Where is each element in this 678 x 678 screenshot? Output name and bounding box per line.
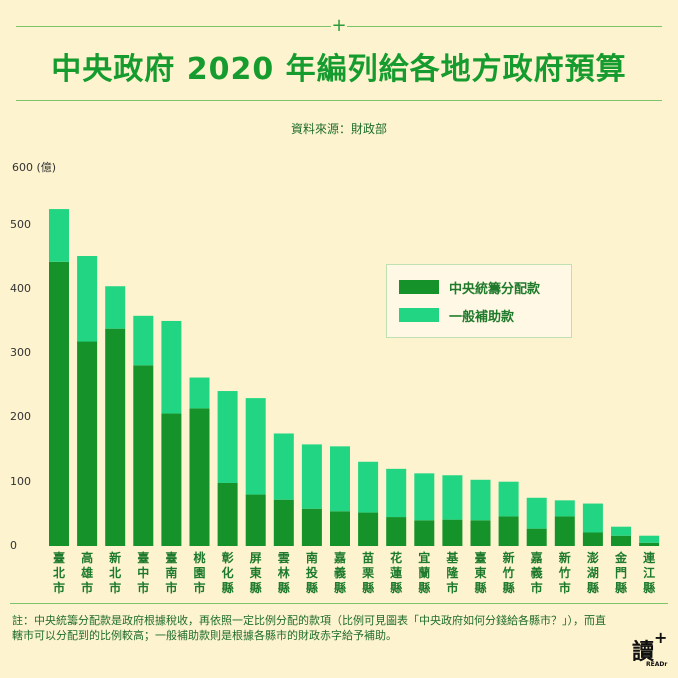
bar-subsidy-segment xyxy=(639,535,660,543)
bar-subsidy-segment xyxy=(330,446,350,512)
x-tick-label: 新竹市 xyxy=(558,551,571,595)
bar-subsidy-segment xyxy=(498,481,519,517)
y-tick-label: 500 xyxy=(10,217,31,231)
x-tick-label: 臺東縣 xyxy=(474,551,487,595)
bar-tax-segment xyxy=(611,535,631,546)
x-tick-label: 彰化縣 xyxy=(221,551,234,595)
y-tick-label: 100 xyxy=(10,474,31,488)
bar-tax-segment xyxy=(133,365,154,546)
bar-subsidy-segment xyxy=(526,497,547,529)
bar-subsidy-segment xyxy=(470,479,491,521)
bar-subsidy-segment xyxy=(611,526,631,536)
bar-tax-segment xyxy=(526,528,547,546)
bar-tax-segment xyxy=(49,261,69,546)
bar-tax-segment xyxy=(330,511,350,546)
page-title: 中央政府 2020 年編列給各地方政府預算 xyxy=(51,52,627,87)
bar-tax-segment xyxy=(245,494,266,546)
legend: 中央統籌分配款 一般補助款 xyxy=(386,264,572,338)
x-tick-label: 臺北市 xyxy=(52,551,65,595)
bar-subsidy-segment xyxy=(77,256,98,342)
x-tick-label: 金門縣 xyxy=(614,551,627,595)
bar-tax-segment xyxy=(273,499,294,546)
x-tick-label: 南投縣 xyxy=(305,551,318,595)
logo-subtext: READr xyxy=(646,661,668,668)
bar-subsidy-segment xyxy=(161,320,182,414)
bar-tax-segment xyxy=(358,512,379,546)
x-tick-label: 花蓮縣 xyxy=(390,551,403,595)
x-tick-label: 澎湖縣 xyxy=(586,551,599,595)
bar-subsidy-segment xyxy=(49,209,69,262)
legend-item-subsidy: 一般補助款 xyxy=(399,305,514,325)
bottom-divider xyxy=(10,603,668,604)
x-tick-label: 新北市 xyxy=(109,551,122,595)
y-axis-label: 600 (億) xyxy=(12,161,57,174)
source-text: 資料來源：財政部 xyxy=(290,122,387,136)
legend-label-subsidy: 一般補助款 xyxy=(449,309,515,325)
y-tick-label: 200 xyxy=(10,410,31,424)
bar-subsidy-segment xyxy=(301,444,322,509)
bar-tax-segment xyxy=(386,517,407,546)
bar-subsidy-segment xyxy=(217,391,238,483)
bar-tax-segment xyxy=(189,408,210,546)
bar-subsidy-segment xyxy=(273,433,294,500)
bar-tax-segment xyxy=(442,519,463,546)
readr-logo: 讀 + READr xyxy=(632,628,668,670)
bar-subsidy-segment xyxy=(105,286,126,329)
bar-tax-segment xyxy=(639,542,660,546)
x-tick-label: 高雄市 xyxy=(81,551,94,595)
plus-icon: + xyxy=(331,15,347,36)
bar-tax-segment xyxy=(217,482,238,546)
bar-subsidy-segment xyxy=(189,377,210,409)
bar-subsidy-segment xyxy=(245,398,266,495)
x-tick-label: 連江縣 xyxy=(643,551,656,595)
x-tick-label: 嘉義縣 xyxy=(333,551,346,595)
x-tick-label: 新竹縣 xyxy=(502,551,515,595)
bar-tax-segment xyxy=(470,520,491,546)
bar-tax-segment xyxy=(414,520,435,546)
bar-subsidy-segment xyxy=(133,315,154,366)
legend-swatch-tax xyxy=(399,280,439,294)
bar-subsidy-segment xyxy=(414,473,435,521)
y-tick-label: 300 xyxy=(10,346,31,360)
y-tick-label: 0 xyxy=(10,539,17,552)
bar-tax-segment xyxy=(161,413,182,546)
legend-swatch-subsidy xyxy=(399,308,439,322)
bar-chart xyxy=(49,209,660,546)
logo-plus-icon: + xyxy=(654,628,668,647)
bar-tax-segment xyxy=(582,532,603,546)
x-tick-label: 屏東縣 xyxy=(249,551,262,595)
bar-tax-segment xyxy=(554,516,575,546)
bar-tax-segment xyxy=(498,516,519,546)
bar-tax-segment xyxy=(301,508,322,546)
logo-glyph: 讀 xyxy=(632,640,655,665)
legend-label-tax: 中央統籌分配款 xyxy=(449,281,541,297)
bar-subsidy-segment xyxy=(442,475,463,520)
bar-subsidy-segment xyxy=(582,503,603,533)
x-tick-label: 基隆市 xyxy=(446,551,459,595)
y-tick-label: 400 xyxy=(10,281,31,295)
x-tick-label: 雲林縣 xyxy=(277,551,290,595)
x-tick-label: 宜蘭縣 xyxy=(418,551,431,595)
bar-tax-segment xyxy=(77,341,98,546)
bar-subsidy-segment xyxy=(358,461,379,513)
title-divider xyxy=(16,100,662,101)
bar-subsidy-segment xyxy=(554,500,575,517)
footnote: 註：中央統籌分配款是政府根據稅收，再依照一定比例分配的款項（比例可見圖表「中央政… xyxy=(12,614,606,642)
x-tick-label: 嘉義市 xyxy=(530,551,543,595)
x-tick-label: 桃園市 xyxy=(193,551,206,595)
legend-item-tax: 中央統籌分配款 xyxy=(399,277,540,297)
bar-subsidy-segment xyxy=(386,468,407,518)
x-tick-label: 臺南市 xyxy=(165,551,178,595)
x-tick-label: 苗栗縣 xyxy=(362,551,375,595)
x-tick-label: 臺中市 xyxy=(137,551,150,595)
bar-tax-segment xyxy=(105,328,126,546)
